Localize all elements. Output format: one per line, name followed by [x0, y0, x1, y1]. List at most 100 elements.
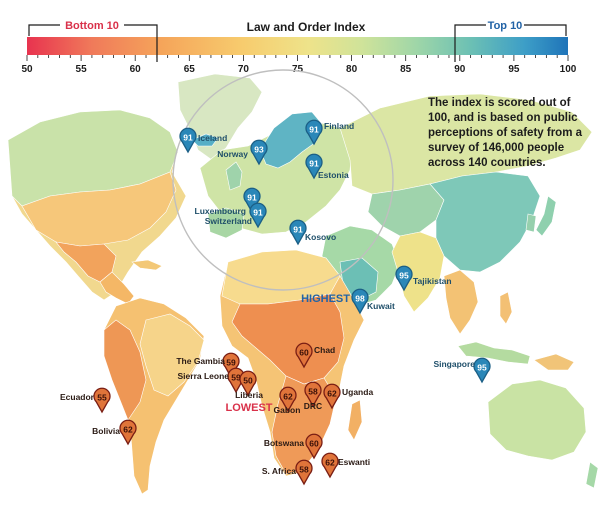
marker-country-label: DRC: [304, 401, 322, 411]
marker-value: 95: [399, 271, 409, 281]
top-10-pin-icon: [305, 119, 323, 146]
region-caribbean: [131, 259, 163, 271]
marker-value: 98: [355, 294, 365, 304]
legend-tick-label: 100: [560, 64, 577, 75]
marker-value: 91: [309, 159, 319, 169]
marker-country-label: Uganda: [342, 387, 373, 397]
legend-tick-label: 80: [346, 64, 358, 75]
region-southeast-asia: [443, 269, 479, 335]
marker-country-label: Eswanti: [338, 457, 370, 467]
bottom-10-label: Bottom 10: [65, 20, 119, 32]
marker-value: 59: [226, 358, 236, 368]
bottom-10-pin-icon: [93, 387, 111, 414]
marker-country-label: Norway: [217, 149, 248, 159]
index-description: The index is scored out of 100, and is b…: [428, 97, 583, 169]
marker-country-label: Luxembourg: [195, 206, 246, 216]
region-central-america: [99, 271, 135, 305]
bottom-10-pin-icon: [305, 433, 323, 460]
top-10-label: Top 10: [488, 20, 523, 32]
region-korea: [525, 213, 537, 233]
region-iceland: [191, 133, 219, 147]
lowest-label: LOWEST: [225, 402, 272, 414]
marker-country-label: Singapore: [433, 359, 475, 369]
top-10-pin-icon: [305, 153, 323, 180]
marker-tajikistan: 95 Tajikistan: [395, 265, 452, 292]
top-10-pin-icon: [351, 288, 369, 315]
marker-country-label: Switzerland: [205, 216, 252, 226]
marker-country-label: Botswana: [264, 438, 304, 448]
marker-country-label: The Gambia: [176, 356, 225, 366]
marker-country-label: S. Africa: [262, 466, 296, 476]
bottom-10-pin-icon: [222, 352, 240, 379]
region-china: [429, 171, 541, 273]
bottom-10-pin-icon: [321, 452, 339, 479]
marker-country-label: Chad: [314, 345, 335, 355]
marker-value: 60: [299, 348, 309, 358]
marker-norway: 93 Norway: [217, 139, 268, 166]
marker-value: 58: [299, 465, 309, 475]
legend-tick-label: 85: [400, 64, 412, 75]
marker-country-label: Tajikistan: [413, 276, 452, 286]
marker-country-label: Liberia: [235, 390, 263, 400]
legend-tick-label: 65: [184, 64, 196, 75]
marker-value: 93: [254, 145, 264, 155]
marker-value: 91: [293, 225, 303, 235]
region-brazil: [139, 313, 205, 397]
europe-zoom-circle: [172, 69, 394, 291]
region-japan: [535, 195, 557, 237]
marker-country-label: Sierra Leone: [178, 371, 230, 381]
marker-s-africa: 58S. Africa: [262, 459, 313, 486]
legend-title: Law and Order Index: [247, 20, 366, 34]
marker-country-label: Kosovo: [305, 232, 336, 242]
region-indonesia: [457, 341, 531, 365]
marker-liberia: 50 Liberia: [235, 370, 263, 400]
legend-color-scale: [27, 37, 568, 55]
world-map: [7, 73, 599, 495]
marker-value: 91: [309, 125, 319, 135]
highest-label: HIGHEST: [301, 293, 350, 305]
top-10-pin-icon: [243, 187, 261, 214]
bottom-10-pin-icon: [295, 342, 313, 369]
region-south-asia: [391, 231, 445, 313]
top-10-pin-icon: [473, 357, 491, 384]
region-andes: [103, 319, 147, 421]
top-10-pin-icon: [179, 127, 197, 154]
legend-ticks: 50 55 60 65 70 75 80 85 90 95 100: [21, 55, 577, 75]
marker-country-label: Kuwait: [367, 301, 395, 311]
legend-tick-label: 55: [76, 64, 88, 75]
legend-tick-label: 70: [238, 64, 250, 75]
marker-value: 62: [325, 458, 335, 468]
marker-value: 60: [309, 439, 319, 449]
legend-tick-label: 90: [454, 64, 466, 75]
bottom-10-pin-icon: [239, 370, 257, 397]
bottom-10-bracket: [28, 24, 158, 62]
marker-value: 91: [253, 208, 263, 218]
marker-gabon: 62 Gabon: [274, 386, 300, 415]
marker-value: 95: [477, 363, 487, 373]
marker-value: 58: [308, 387, 318, 397]
marker-botswana: 60 Botswana: [264, 433, 323, 460]
marker-chad: 60 Chad: [295, 342, 335, 369]
legend-tick-label: 95: [508, 64, 520, 75]
marker-value: 62: [327, 389, 337, 399]
marker-country-label: Estonia: [318, 170, 349, 180]
bottom-10-pin-icon: [279, 386, 297, 413]
marker-eswanti: 62 Eswanti: [321, 452, 370, 479]
marker-uganda: 62 Uganda: [323, 383, 373, 410]
region-central-asia: [367, 183, 445, 237]
region-russia: [339, 93, 593, 195]
legend-tick-label: 75: [292, 64, 304, 75]
marker-drc: 58 DRC: [304, 381, 322, 411]
region-central-africa: [231, 293, 345, 385]
region-philippines: [499, 291, 513, 325]
marker-country-label: Ecuador: [60, 392, 95, 402]
region-madagascar: [347, 399, 363, 441]
